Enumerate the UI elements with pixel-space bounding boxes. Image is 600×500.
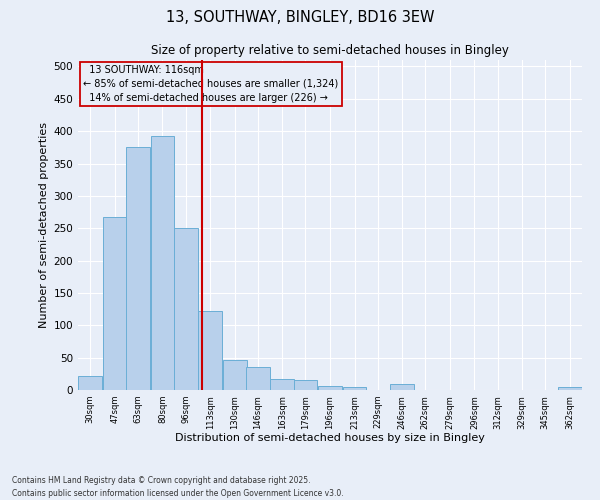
Text: 13 SOUTHWAY: 116sqm
← 85% of semi-detached houses are smaller (1,324)
  14% of s: 13 SOUTHWAY: 116sqm ← 85% of semi-detach… (83, 65, 338, 103)
Text: 13, SOUTHWAY, BINGLEY, BD16 3EW: 13, SOUTHWAY, BINGLEY, BD16 3EW (166, 10, 434, 25)
Bar (198, 311, 222, 390)
Text: Contains HM Land Registry data © Crown copyright and database right 2025.
Contai: Contains HM Land Registry data © Crown c… (12, 476, 344, 498)
Bar (318, 386, 342, 390)
Bar (271, 379, 294, 390)
Bar (103, 216, 127, 390)
Bar (223, 360, 247, 390)
Bar (79, 376, 102, 390)
Bar (151, 136, 175, 390)
Bar (246, 368, 270, 390)
Bar (390, 384, 414, 390)
X-axis label: Distribution of semi-detached houses by size in Bingley: Distribution of semi-detached houses by … (175, 433, 485, 443)
Y-axis label: Number of semi-detached properties: Number of semi-detached properties (39, 122, 49, 328)
Bar (343, 388, 367, 390)
Bar (558, 388, 581, 390)
Title: Size of property relative to semi-detached houses in Bingley: Size of property relative to semi-detach… (151, 44, 509, 58)
Bar (293, 380, 317, 390)
Bar (126, 148, 150, 390)
Bar (173, 228, 197, 390)
